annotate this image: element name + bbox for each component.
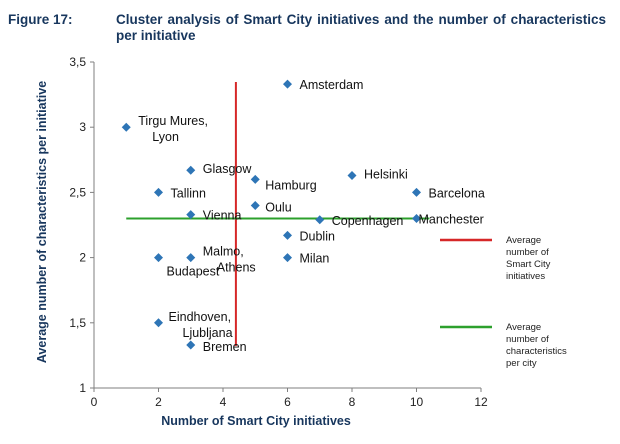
data-point-marker (347, 170, 357, 180)
data-point-label: Copenhagen (332, 214, 404, 228)
data-point-marker (283, 253, 292, 263)
y-axis-title: Average number of characteristics per in… (35, 81, 49, 363)
data-point-marker (154, 253, 163, 263)
y-tick-label: 3,5 (69, 55, 86, 69)
data-point-marker (186, 210, 196, 220)
axes: 0 2 4 6 8 10 12 1 1,5 2 2,5 3 3,5 (69, 55, 488, 409)
x-tick-label: 10 (410, 395, 424, 409)
data-point-marker (186, 253, 196, 263)
data-point-marker (121, 122, 131, 132)
legend-label: characteristics (506, 346, 567, 357)
y-tick-label: 3 (79, 120, 86, 134)
x-tick-label: 2 (155, 395, 162, 409)
data-point-label: Oulu (265, 200, 291, 214)
data-point-label: Tallinn (171, 186, 206, 200)
legend-label: Average (506, 235, 541, 246)
data-point-label: Helsinki (364, 167, 408, 181)
data-point-label: Glasgow (203, 162, 253, 176)
data-point-marker (186, 340, 196, 350)
data-point-label: Budapest (167, 265, 220, 279)
data-point-label: Hamburg (265, 178, 316, 192)
data-point-label: Milan (300, 252, 330, 266)
figure-title: Cluster analysis of Smart City initiativ… (116, 12, 606, 43)
reference-lines (126, 82, 430, 346)
data-point-marker (412, 187, 421, 197)
data-point-label: Athens (217, 261, 256, 275)
data-point-label: Dublin (300, 229, 335, 243)
x-tick-label: 0 (91, 395, 98, 409)
data-point-label: Eindhoven, (169, 310, 232, 324)
legend-label: Smart City (506, 259, 551, 270)
figure-label: Figure 17: (8, 12, 73, 27)
legend-label: per city (506, 358, 537, 369)
data-point-marker (154, 187, 163, 197)
y-tick-label: 2 (79, 251, 86, 265)
data-point-label: Vienna (203, 209, 242, 223)
x-axis-title: Number of Smart City initiatives (161, 414, 351, 428)
data-point-label: Manchester (419, 212, 484, 226)
data-point-marker (250, 174, 260, 184)
data-point-marker (250, 200, 260, 210)
y-tick-label: 2,5 (69, 185, 86, 199)
data-point-label: Ljubljana (183, 326, 233, 340)
data-point-marker (283, 230, 292, 240)
legend-label: number of (506, 247, 549, 258)
data-point-label: Malmo, (203, 245, 244, 259)
data-point-label: Bremen (203, 340, 247, 354)
data-points: Amsterdam Tirgu Mures, Lyon Glasgow Hamburg H… (121, 78, 485, 354)
y-tick-label: 1 (79, 381, 86, 395)
x-tick-label: 8 (349, 395, 356, 409)
data-point-marker (412, 213, 421, 223)
x-tick-label: 4 (220, 395, 227, 409)
data-point-marker (186, 165, 196, 175)
legend-label: initiatives (506, 271, 545, 282)
legend-label: number of (506, 334, 549, 345)
y-tick-label: 1,5 (69, 316, 86, 330)
x-tick-label: 6 (284, 395, 291, 409)
data-point-label: Tirgu Mures, (138, 114, 208, 128)
legend-label: Average (506, 322, 541, 333)
data-point-label: Lyon (152, 130, 179, 144)
data-point-marker (283, 79, 292, 89)
data-point-marker (315, 215, 325, 225)
data-point-label: Amsterdam (300, 78, 364, 92)
data-point-label: Barcelona (429, 186, 485, 200)
figure-caption: Figure 17: Cluster analysis of Smart Cit… (4, 4, 616, 48)
data-point-marker (154, 318, 163, 328)
x-tick-label: 12 (474, 395, 488, 409)
